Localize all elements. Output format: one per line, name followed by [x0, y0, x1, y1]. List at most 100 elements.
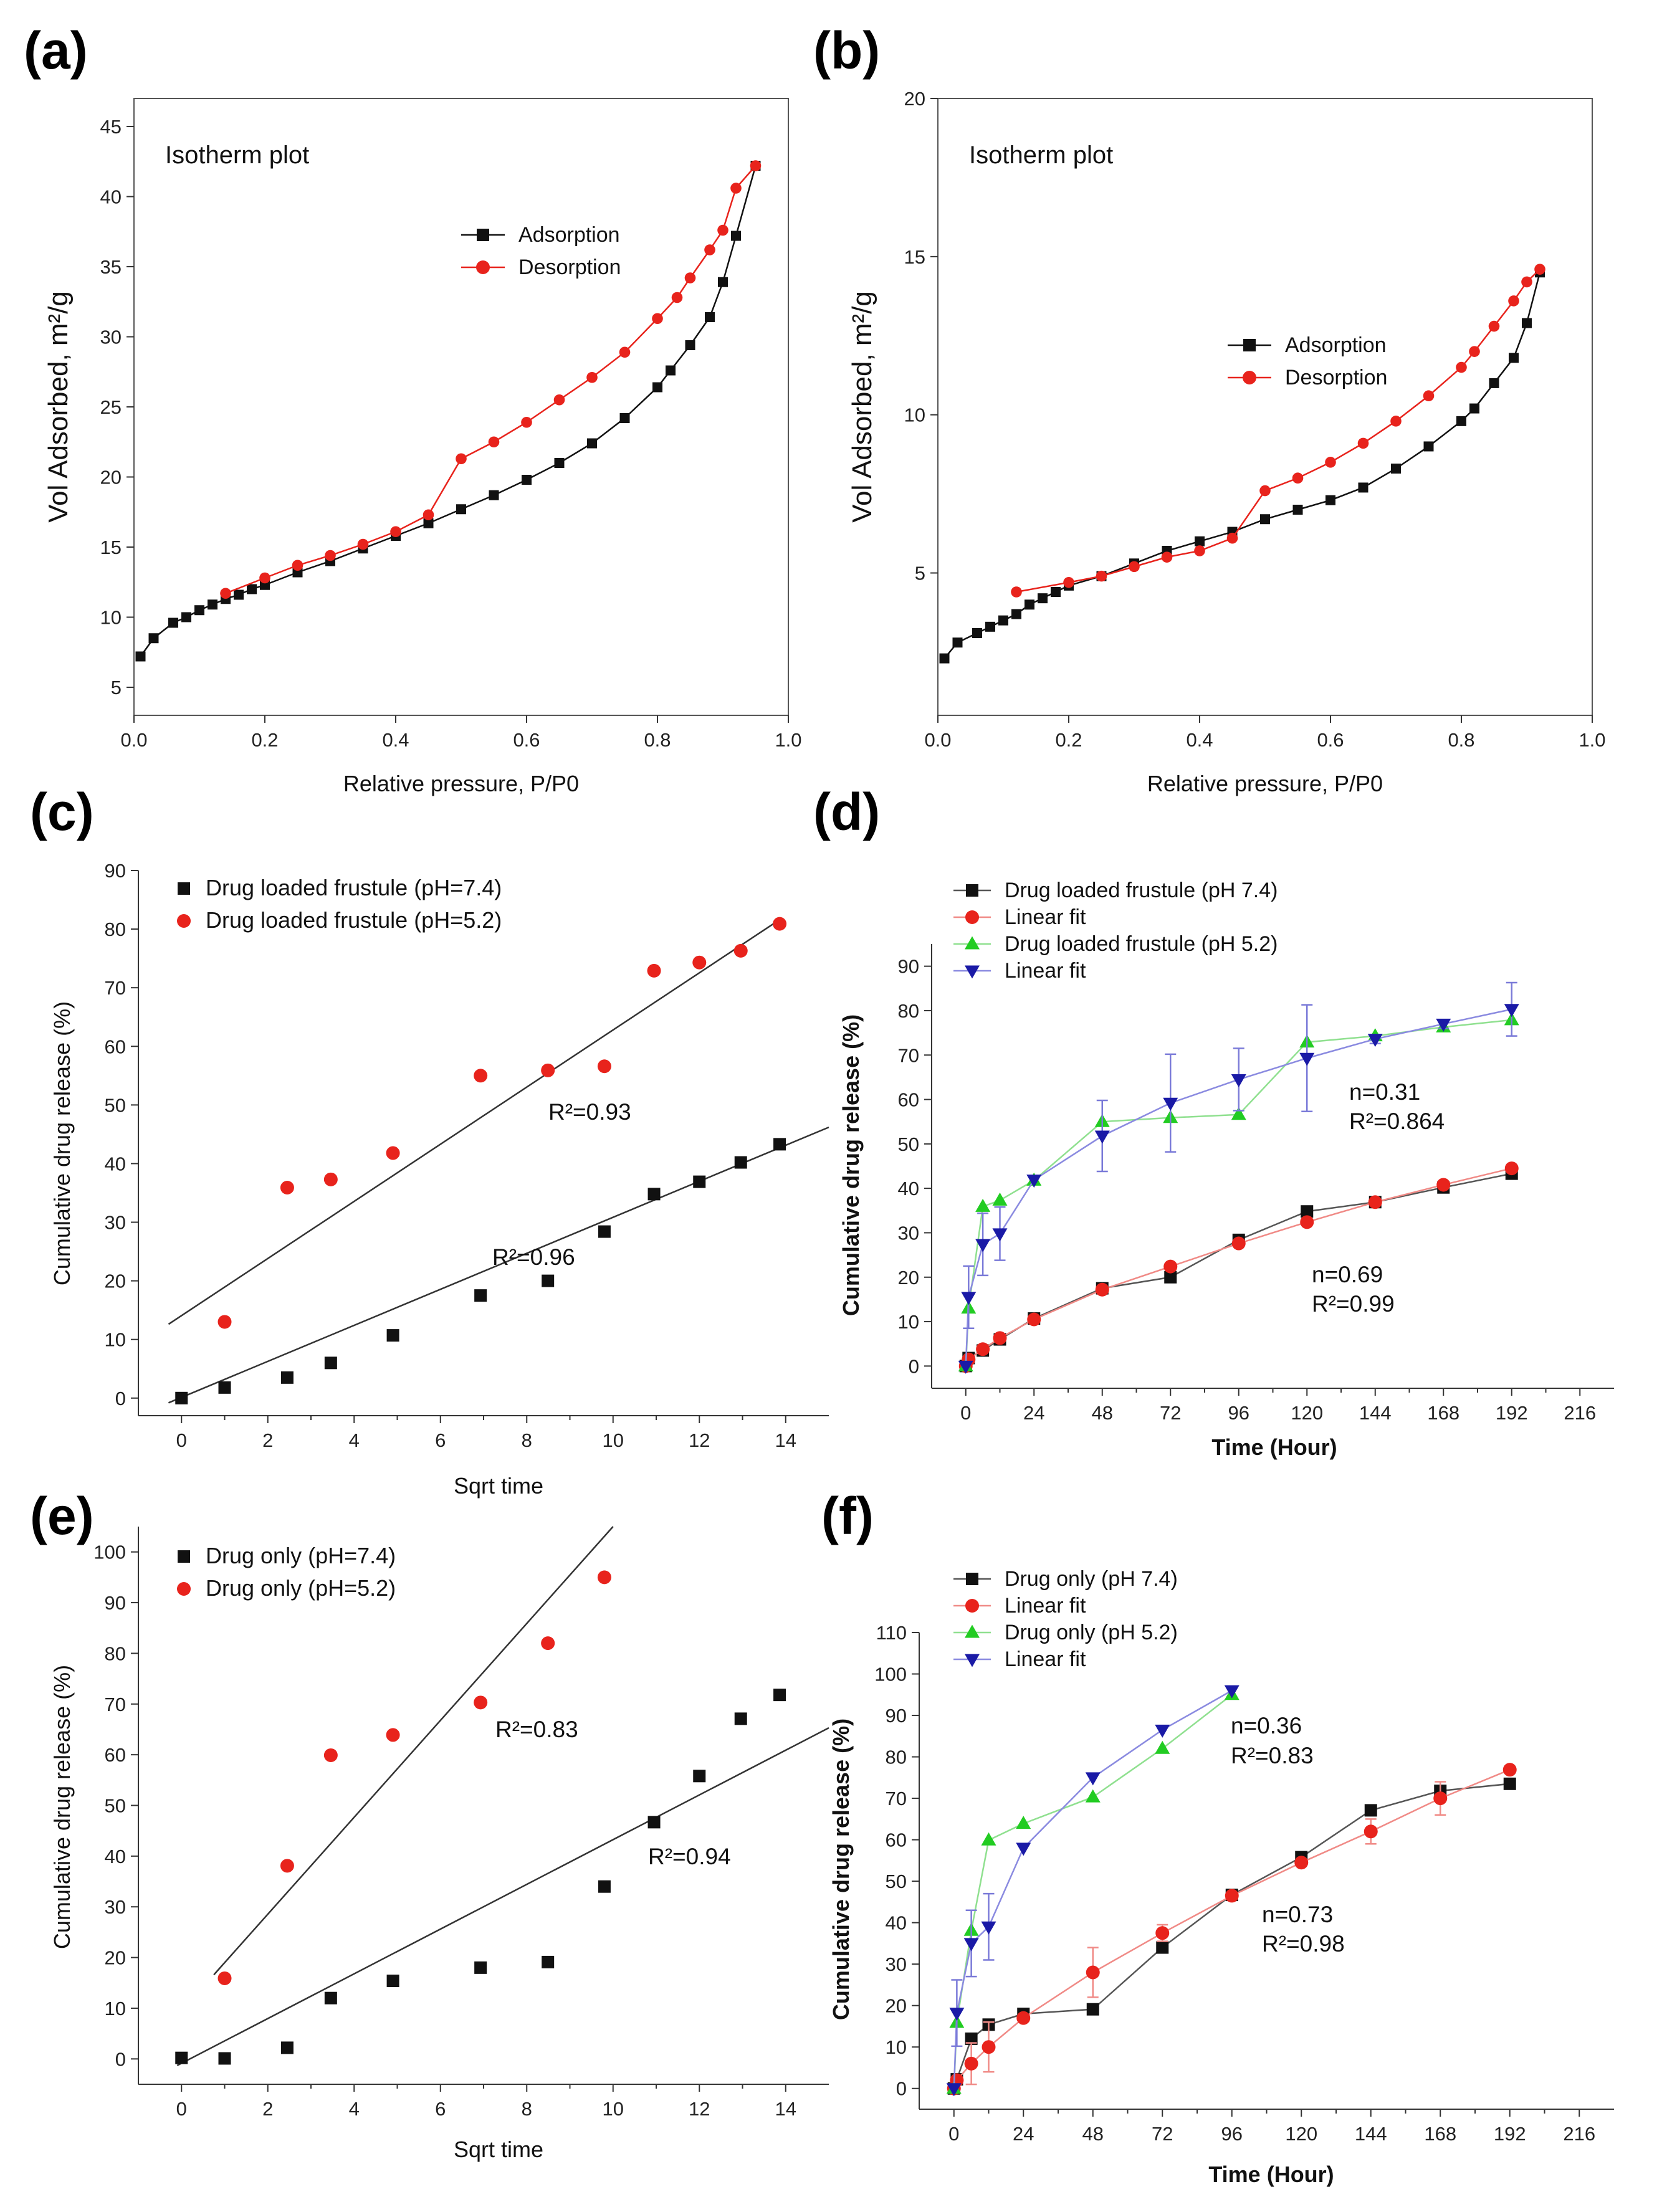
data-point	[489, 490, 499, 500]
data-point	[597, 1059, 611, 1074]
y-tick-label: 40	[886, 1912, 907, 1934]
panel-label-b: (b)	[813, 21, 880, 80]
legend-f: Drug only (pH 7.4) Linear fit Drug only (p…	[953, 1567, 1178, 1671]
y-tick-label: 0	[909, 1355, 919, 1377]
data-point	[1469, 346, 1480, 357]
series-c-1	[168, 917, 787, 1329]
data-point	[1095, 1282, 1109, 1297]
fit-line	[168, 918, 782, 1325]
data-point	[1534, 264, 1545, 275]
legend-label: Desorption	[518, 255, 621, 279]
legend-marker	[965, 910, 979, 924]
x-tick-label: 0.8	[1448, 729, 1474, 751]
series-b-0	[939, 267, 1545, 664]
annotation: R²=0.99	[1312, 1291, 1395, 1317]
data-point	[1224, 1685, 1240, 1699]
data-point	[217, 1971, 232, 1985]
y-tick-label: 0	[115, 1388, 126, 1409]
x-tick-label: 12	[689, 1429, 710, 1451]
panel-label-f: (f)	[821, 1487, 874, 1545]
data-point	[280, 2041, 294, 2054]
series-line	[140, 165, 757, 657]
y-tick-label: 100	[93, 1542, 126, 1563]
data-point	[423, 518, 434, 528]
data-point	[1299, 1052, 1315, 1066]
data-point	[386, 1329, 399, 1342]
y-tick-label: 110	[876, 1622, 907, 1644]
y-tick-label: 0	[115, 2048, 126, 2070]
data-point	[1085, 1789, 1101, 1803]
annotation: R²=0.94	[648, 1844, 731, 1869]
y-tick-label: 20	[105, 1947, 126, 1969]
data-point	[704, 244, 715, 255]
chart-d: (d) 0 24 48 72 96 120 144 168 192 216 0 10 20 30 40 50 60…	[813, 783, 1614, 1460]
data-point	[964, 2056, 978, 2071]
data-point	[1292, 472, 1304, 484]
fit-line	[176, 1727, 829, 2067]
y-tick-label: 30	[100, 327, 122, 348]
data-point	[1026, 1175, 1042, 1188]
data-point	[981, 1921, 996, 1935]
data-point	[1368, 1195, 1382, 1209]
data-point	[357, 538, 369, 550]
x-tick-label: 0.4	[382, 729, 409, 751]
legend-label: Drug loaded frustule (pH=5.2)	[206, 907, 502, 933]
data-point	[1325, 457, 1336, 468]
y-tick-label: 60	[898, 1089, 919, 1111]
legend-label: Linear fit	[1005, 905, 1086, 929]
y-tick-label: 40	[100, 186, 122, 208]
series-a-0	[135, 161, 761, 662]
data-point	[958, 1360, 973, 1374]
data-point	[1508, 295, 1519, 307]
plot-title: Isotherm plot	[165, 141, 309, 169]
data-point	[1260, 514, 1270, 525]
data-point	[474, 1069, 488, 1083]
x-tick-label: 0	[948, 2123, 959, 2145]
x-tick-label: 8	[522, 2098, 532, 2120]
data-point	[325, 550, 336, 561]
data-point	[1503, 1777, 1516, 1790]
legend-label: Linear fit	[1005, 1594, 1086, 1618]
data-point	[280, 1859, 294, 1873]
y-tick-label: 50	[886, 1871, 907, 1892]
legend-marker	[1243, 339, 1256, 351]
data-point	[647, 963, 661, 978]
data-point	[1011, 586, 1022, 598]
annotation: n=0.73	[1262, 1902, 1333, 1927]
data-point	[456, 453, 467, 465]
legend-marker	[966, 1573, 978, 1585]
data-point	[705, 312, 715, 322]
data-point	[975, 1198, 991, 1212]
y-tick-label: 20	[886, 1995, 907, 2017]
series-c-0	[168, 1126, 829, 1404]
data-point	[718, 277, 728, 287]
data-point	[220, 588, 231, 599]
chart-a: (a) 0.0 0.2 0.4 0.6 0.8 1.0 5 10 15 20 25 30 35 40 45 Re…	[24, 21, 802, 796]
y-tick-label: 100	[874, 1664, 907, 1685]
legend-marker	[476, 260, 490, 274]
y-tick-label: 50	[105, 1094, 126, 1116]
data-point	[1063, 576, 1074, 588]
annotation: R²=0.83	[1231, 1743, 1314, 1768]
annotation: n=0.36	[1231, 1713, 1302, 1738]
x-tick-label: 216	[1563, 2123, 1595, 2145]
data-point	[1155, 1926, 1170, 1940]
x-tick-label: 72	[1160, 1402, 1181, 1424]
legend-marker	[178, 882, 190, 895]
x-axis-title: Relative pressure, P/P0	[1147, 771, 1383, 796]
data-point	[1504, 1161, 1519, 1176]
data-point	[992, 1192, 1008, 1206]
data-point	[597, 1570, 611, 1585]
data-point	[488, 436, 500, 448]
legend-marker	[965, 1624, 980, 1638]
data-point	[961, 1292, 977, 1305]
y-axis-title: Cumulative drug release (%)	[838, 1014, 864, 1316]
data-point	[1436, 1178, 1451, 1192]
data-point	[692, 955, 707, 970]
x-tick-label: 168	[1427, 1402, 1459, 1424]
data-point	[993, 1331, 1007, 1345]
data-point	[1325, 495, 1335, 505]
series-b-1	[1011, 264, 1545, 598]
x-tick-label: 24	[1023, 1402, 1044, 1424]
y-tick-label: 40	[105, 1846, 126, 1867]
